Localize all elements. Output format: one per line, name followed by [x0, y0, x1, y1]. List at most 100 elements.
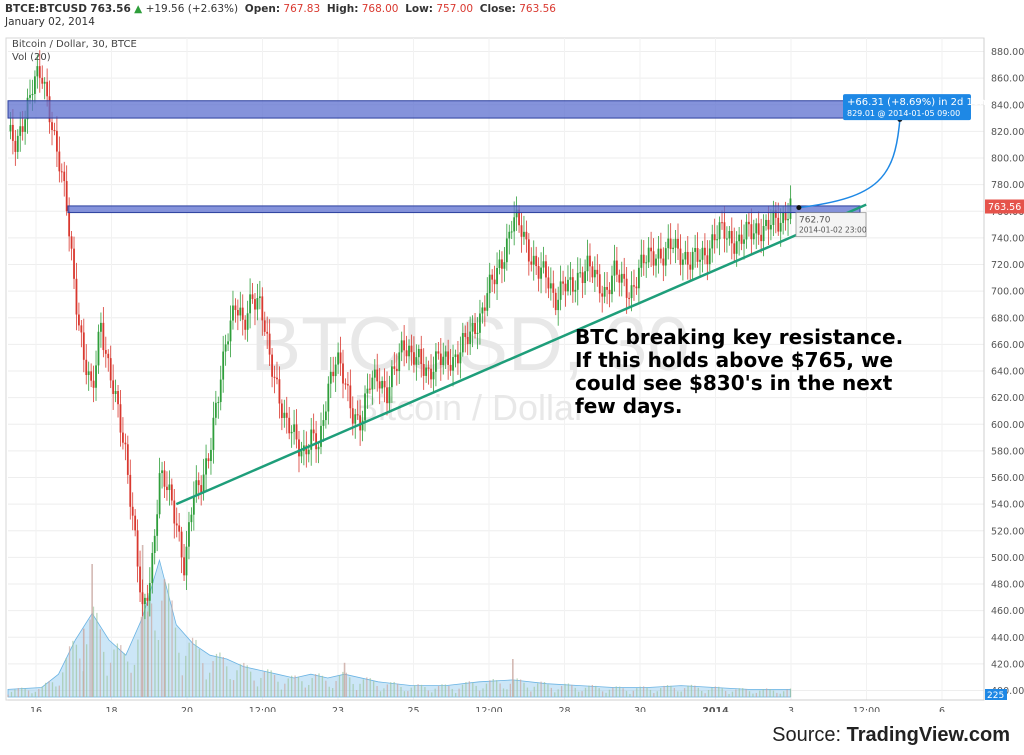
close-label: Close:	[479, 3, 516, 15]
volume-bar	[755, 692, 758, 697]
volume-bar	[7, 694, 9, 697]
x-tick-label: 3	[788, 706, 794, 712]
volume-bar	[403, 691, 406, 697]
volume-bar	[670, 685, 672, 697]
open-label: Open:	[244, 3, 281, 15]
volume-bar	[714, 686, 717, 697]
candle-body	[637, 267, 640, 289]
candle-body	[554, 292, 557, 311]
volume-bar	[543, 682, 546, 697]
volume-bar	[270, 670, 272, 697]
volume-bar	[222, 657, 224, 697]
volume-bar	[478, 690, 481, 697]
candle-body	[581, 272, 584, 284]
y-tick-label: 660.00	[991, 340, 1024, 351]
volume-bar	[72, 640, 74, 697]
candle-body	[227, 341, 229, 345]
candle-body	[772, 210, 775, 225]
volume-bar	[277, 681, 279, 697]
candle-body	[185, 546, 188, 576]
close-value: 763.56	[519, 3, 556, 15]
volume-bar	[608, 689, 611, 697]
resistance-zone[interactable]	[7, 100, 971, 119]
volume-bar	[437, 685, 440, 697]
volume-bar	[253, 680, 255, 697]
candle-body	[210, 449, 212, 462]
candle-body	[295, 424, 298, 440]
y-tick-label: 560.00	[991, 473, 1024, 484]
marker-callout	[795, 212, 867, 238]
volume-bar	[181, 675, 183, 697]
volume-bar	[677, 691, 679, 697]
candle-body	[391, 366, 393, 388]
source-prefix: Source:	[772, 724, 847, 746]
candle-body	[459, 352, 462, 364]
candle-body	[195, 480, 198, 497]
candle-body	[452, 357, 454, 371]
resistance-zone[interactable]	[67, 205, 861, 214]
volume-bar	[636, 688, 638, 697]
volume-bar	[526, 687, 529, 697]
candle-body	[652, 251, 655, 266]
volume-bar	[376, 685, 378, 697]
analysis-note-line: BTC breaking key resistance.	[575, 325, 903, 349]
candle-body	[41, 77, 44, 84]
candle-body	[214, 402, 217, 418]
support-trendline[interactable]	[175, 203, 867, 506]
volume-bar	[588, 685, 590, 697]
volume-bar	[642, 686, 645, 697]
candle-body	[442, 356, 445, 366]
candle-body	[593, 269, 596, 278]
candle-body	[681, 259, 684, 265]
candle-body	[425, 367, 428, 376]
volume-bar	[92, 606, 95, 697]
candle-body	[662, 258, 665, 266]
y-tick-label: 520.00	[991, 526, 1024, 537]
candle-body	[29, 95, 31, 98]
x-tick-label: 18	[105, 706, 117, 712]
candle-body	[576, 272, 579, 290]
volume-bar	[482, 688, 484, 697]
volume-bar	[786, 689, 788, 697]
y-tick-label: 840.00	[991, 100, 1024, 111]
candle-body	[229, 320, 232, 342]
volume-bar	[595, 685, 597, 697]
volume-bar	[779, 693, 781, 697]
candle-body	[175, 523, 178, 526]
candle-body	[307, 449, 310, 455]
y-tick-label: 820.00	[991, 127, 1024, 138]
volume-bar	[499, 683, 501, 697]
source-credit: Source: TradingView.com	[772, 724, 1010, 747]
candle-body	[359, 415, 362, 431]
volume-bar	[420, 684, 423, 697]
candle-body	[567, 279, 569, 292]
y-tick-label: 720.00	[991, 260, 1024, 271]
x-tick-label: 12:00	[475, 706, 502, 712]
volume-bar	[506, 689, 508, 697]
candle-body	[361, 420, 364, 431]
resistance-zones[interactable]	[7, 100, 971, 214]
volume-bar	[581, 691, 583, 697]
candle-body	[153, 535, 156, 553]
volume-bar	[126, 661, 129, 697]
candle-body	[760, 234, 763, 242]
volume-bar	[745, 689, 747, 697]
candle-body	[740, 234, 743, 244]
candle-body	[249, 294, 251, 314]
volume-bar	[328, 686, 330, 697]
projection-callout	[843, 94, 971, 121]
x-tick-label: 12:00	[249, 706, 276, 712]
candle-body	[574, 289, 577, 292]
volume-bar	[137, 639, 139, 697]
volume-bar	[267, 669, 269, 697]
volume-spike	[82, 628, 85, 697]
candle-body	[437, 351, 440, 354]
volume-bar	[205, 679, 207, 697]
candle-body	[65, 181, 68, 212]
candle-body	[351, 408, 354, 424]
price-chart[interactable]: BTCUSD, 30 Bitcoin / Dollar 880.00860.00…	[0, 0, 1024, 712]
volume-bar	[17, 688, 19, 697]
candle-body	[464, 333, 467, 337]
volume-bar	[355, 690, 358, 697]
candle-body	[743, 239, 745, 244]
